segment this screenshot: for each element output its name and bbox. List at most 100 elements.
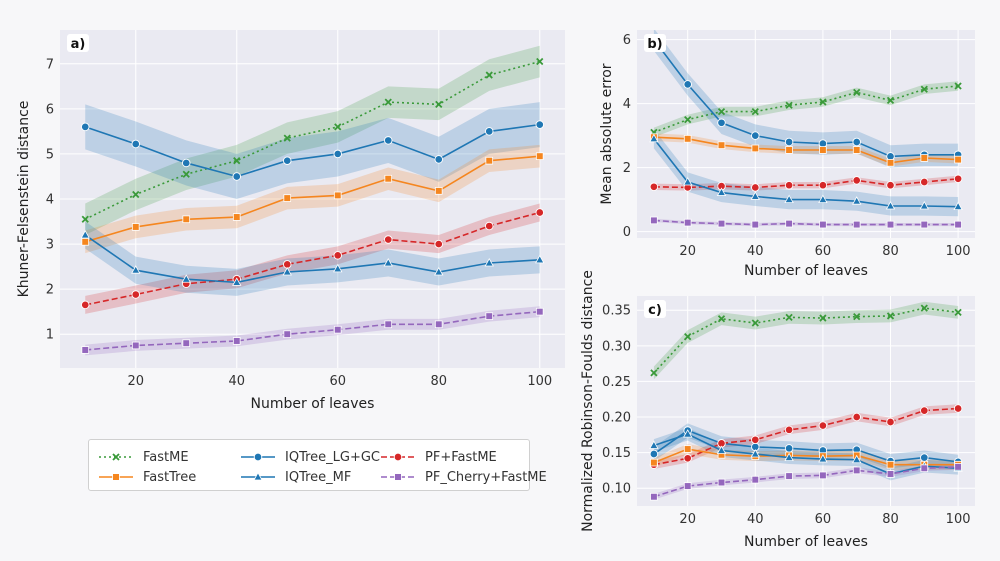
- panel-a-point-iqtree-lg-gc: [535, 120, 545, 129]
- legend-swatch-marker: [112, 473, 120, 481]
- panel-b-band-fastme: [653, 81, 959, 138]
- legend-swatch-iqtree-mf: [241, 471, 275, 481]
- panel-a-point-fasttree: [333, 191, 342, 200]
- panel-a-series-group: [80, 45, 545, 356]
- panel-a-point-pf-cherry-fastme: [81, 346, 90, 354]
- panel-b-point-pf-fastme: [649, 182, 659, 192]
- panel-b-line-fasttree: [653, 136, 959, 164]
- panel-c-point-fasttree: [886, 460, 895, 469]
- panel-c-line-pf-cherry-fastme: [653, 466, 959, 498]
- legend-swatch-fastme: [99, 453, 133, 461]
- panel-c-point-fastme: [819, 314, 827, 322]
- panel-c-ytick-label: 0.30: [602, 339, 631, 354]
- panel-a-point-fastme: [132, 190, 140, 199]
- panel-a-ytick-label: 1: [46, 328, 54, 343]
- panel-b-point-iqtree-mf: [852, 196, 862, 205]
- panel-c-xlabel: Number of leaves: [744, 534, 868, 550]
- panel-b-point-pf-cherry-fastme: [683, 218, 692, 227]
- panel-b-badge-label: b): [647, 37, 662, 52]
- panel-b-band-iqtree-lg-gc: [653, 30, 959, 168]
- panel-a-line-fasttree: [85, 155, 540, 243]
- panel-a-ytick-label: 4: [46, 193, 54, 208]
- panel-b-band-iqtree-mf: [653, 129, 959, 217]
- panel-b-point-fastme: [853, 88, 861, 97]
- panel-c-point-fasttree: [650, 458, 658, 467]
- panel-c-point-fastme: [650, 369, 658, 377]
- panel-a-ylabel: Khuner-Felsenstein distance: [16, 101, 32, 298]
- panel-a-point-pf-cherry-fastme: [283, 330, 292, 338]
- panel-a-band-pf-fastme: [85, 203, 540, 314]
- panel-b-point-iqtree-mf: [919, 200, 929, 210]
- legend-item-iqtree-lg-gc: IQTree_LG+GC: [239, 448, 380, 466]
- panel-a-point-fastme: [435, 100, 443, 108]
- panel-c-point-pf-fastme: [683, 454, 692, 463]
- legend-label-pf-fastme: PF+FastME: [425, 449, 497, 465]
- panel-a-point-pf-cherry-fastme: [434, 320, 443, 329]
- panel-a-xtick-label: 20: [127, 374, 144, 389]
- panel-a-line-iqtree-lg-gc: [84, 123, 540, 178]
- panel-c-point-fastme: [785, 313, 793, 321]
- panel-c-point-fastme: [920, 304, 928, 312]
- panel-c-point-pf-cherry-fastme: [819, 471, 827, 480]
- panel-a-point-fastme: [485, 71, 493, 79]
- panel-a-band-fasttree: [85, 144, 540, 254]
- panel-c-point-fastme: [853, 313, 861, 321]
- panel-b-point-iqtree-lg-gc: [784, 137, 794, 147]
- panel-b-point-pf-fastme: [920, 177, 929, 187]
- legend-item-iqtree-mf: IQTree_MF: [239, 468, 351, 486]
- panel-c-point-pf-fastme: [784, 425, 794, 435]
- panel-a-ytick-label: 6: [46, 102, 54, 117]
- panel-a-ytick-label: 3: [46, 238, 54, 253]
- panel-c-point-iqtree-lg-gc: [784, 444, 794, 453]
- panel-b-point-fasttree: [683, 134, 692, 143]
- panel-b-point-iqtree-mf: [885, 200, 896, 210]
- legend-swatch-marker: [253, 452, 263, 462]
- panel-a-point-iqtree-mf: [282, 266, 292, 276]
- panel-b-point-fastme: [751, 107, 759, 116]
- panel-b-point-pf-cherry-fastme: [819, 220, 827, 229]
- panel-c-point-iqtree-mf: [784, 452, 794, 461]
- panel-b-point-fasttree: [886, 158, 895, 167]
- legend-swatch-iqtree-lg-gc: [241, 452, 275, 462]
- panel-a-xlabel: Number of leaves: [251, 396, 375, 412]
- panel-c-badge-label: c): [648, 303, 662, 318]
- panel-a-point-pf-fastme: [131, 290, 140, 299]
- panel-c-band-fastme: [653, 301, 959, 380]
- panel-c-point-pf-fastme: [953, 404, 963, 413]
- panel-b-point-fasttree: [954, 155, 962, 164]
- panel-b-point-fasttree: [785, 146, 793, 154]
- panel-b-xtick-label: 60: [815, 244, 832, 259]
- panel-b-point-iqtree-lg-gc: [751, 131, 760, 140]
- panel-a-point-fastme: [384, 98, 392, 106]
- panel-a-point-pf-cherry-fastme: [384, 320, 393, 329]
- panel-c-point-fastme: [717, 315, 726, 323]
- panel-a-point-iqtree-mf: [383, 257, 393, 267]
- panel-a-point-fastme: [81, 215, 89, 223]
- panel-b-point-fastme: [886, 96, 895, 105]
- legend-item-fasttree: FastTree: [97, 468, 196, 486]
- panel-c-point-pf-fastme: [886, 417, 895, 427]
- panel-a-point-pf-fastme: [535, 208, 545, 217]
- panel-a-point-iqtree-mf: [131, 265, 141, 274]
- panel-c-band-fasttree: [653, 444, 959, 470]
- panel-b-point-pf-cherry-fastme: [717, 219, 726, 228]
- panel-b-line-iqtree-lg-gc: [653, 39, 959, 158]
- panel-b-point-fastme: [920, 85, 928, 93]
- legend-label-fastme: FastME: [143, 449, 189, 465]
- panel-b-point-pf-fastme: [852, 176, 861, 185]
- panel-c-point-pf-cherry-fastme: [650, 492, 658, 501]
- panel-a-xtick-label: 40: [228, 374, 245, 389]
- panel-c-point-fasttree: [683, 445, 692, 453]
- panel-a-point-pf-cherry-fastme: [232, 337, 241, 345]
- panel-a-point-pf-fastme: [80, 300, 90, 310]
- panel-b-point-pf-fastme: [953, 174, 963, 184]
- panel-c-point-iqtree-lg-gc: [649, 449, 659, 459]
- panel-a-point-iqtree-lg-gc: [181, 158, 191, 168]
- panel-c-series-group: [649, 301, 963, 501]
- panel-a: 20 40 60 80 100 1 2 3 4 5 6 7 Number of leaves Khuner…: [16, 30, 565, 412]
- panel-a-point-iqtree-mf: [484, 257, 494, 267]
- legend-label-iqtree-mf: IQTree_MF: [285, 469, 352, 485]
- panel-c-xtick-label: 20: [679, 512, 696, 527]
- panel-c-point-pf-fastme: [920, 406, 929, 415]
- panel-b-point-fasttree: [819, 146, 827, 154]
